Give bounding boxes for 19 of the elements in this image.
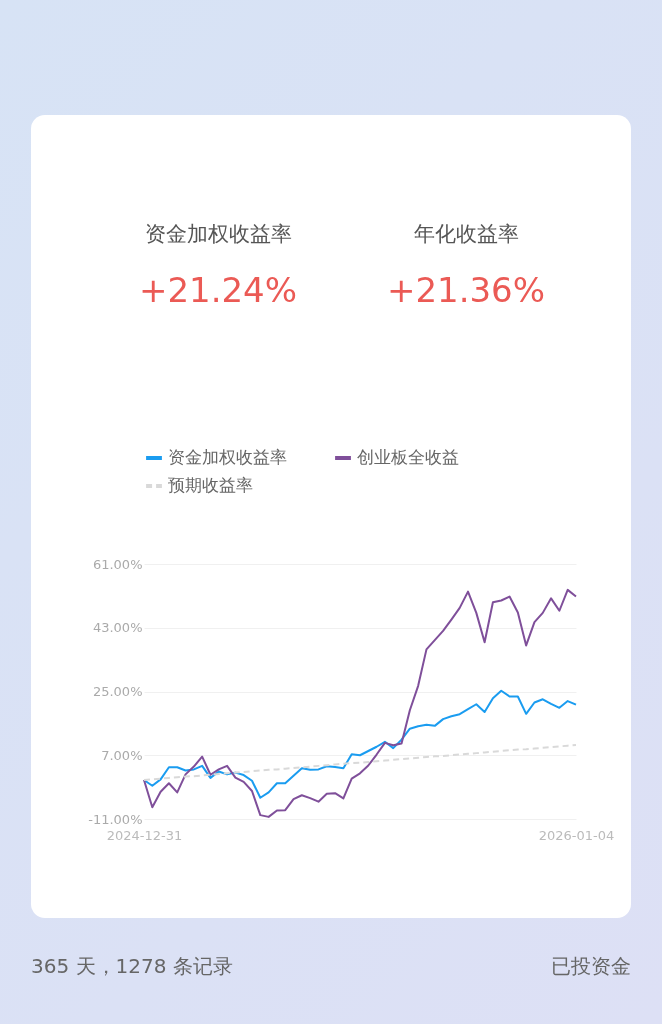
x-tick-label: 2024-12-31 <box>106 827 183 843</box>
text: 已投资金 <box>551 953 631 980</box>
y-tick-label: 61.00% <box>92 556 143 572</box>
text: 年化收益率 <box>412 221 520 248</box>
text: +21.24% <box>137 270 299 310</box>
legend-label: 预期收益率 <box>168 475 253 495</box>
line-series <box>143 588 577 818</box>
legend-label: 创业板全收益 <box>357 447 459 467</box>
line-series <box>143 743 577 782</box>
text: +21.36% <box>385 270 547 310</box>
y-tick-label: 25.00% <box>92 684 143 699</box>
legend-label: 资金加权收益率 <box>168 447 287 467</box>
x-tick-label: 2026-01-04 <box>538 827 615 843</box>
y-tick-label: 43.00% <box>92 620 143 636</box>
line-series <box>143 689 577 799</box>
text: 365 天，1278 条记录 <box>31 953 233 980</box>
text: 资金加权收益率 <box>143 221 293 248</box>
y-tick-label: -11.00% <box>88 811 143 827</box>
y-tick-label: 7.00% <box>101 747 143 763</box>
